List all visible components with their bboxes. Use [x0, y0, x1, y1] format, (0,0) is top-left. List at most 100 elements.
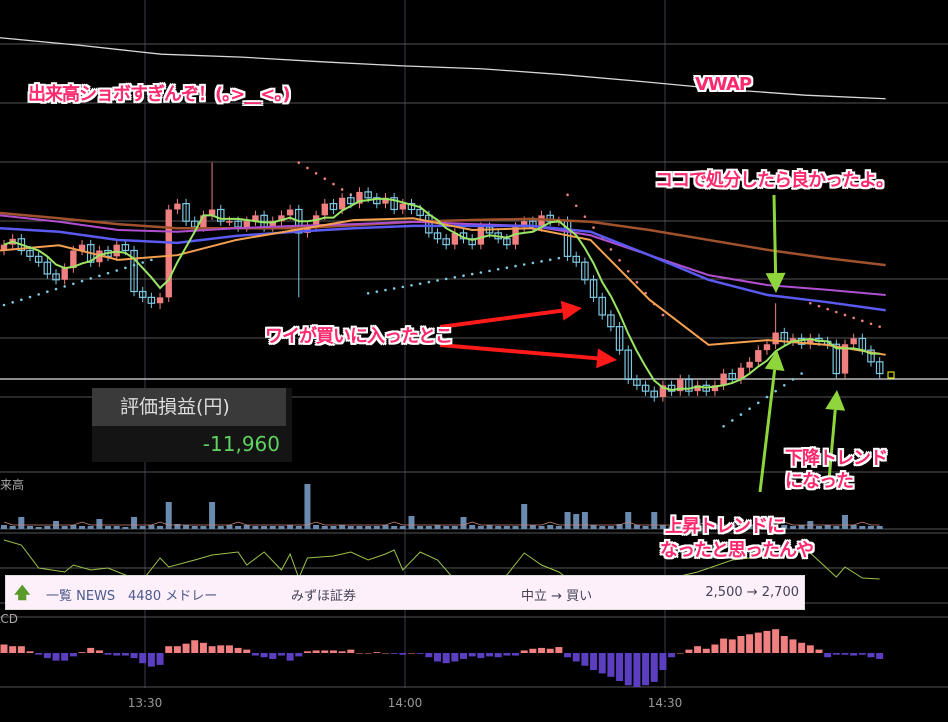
sar-dot — [444, 277, 448, 281]
sar-dot — [583, 215, 587, 218]
macd-bar — [165, 646, 173, 653]
sar-dot — [340, 188, 344, 191]
sar-dot — [774, 389, 777, 393]
macd-bar — [208, 646, 216, 653]
candle-body — [399, 203, 407, 210]
macd-bar — [546, 648, 554, 653]
volume-bar — [789, 526, 796, 529]
volume-bar — [139, 526, 146, 529]
news-category-link[interactable]: 一覧 NEWS — [46, 589, 116, 604]
news-bar[interactable]: 🡅 一覧 NEWS 4480 メドレー みずほ証券 中立 → 買い 2,500 … — [5, 575, 805, 610]
volume-bar — [737, 526, 744, 529]
volume-bar — [243, 525, 250, 529]
macd-bar — [824, 653, 832, 658]
sar-dot — [574, 204, 578, 208]
candle-body — [243, 221, 250, 228]
macd-bar — [113, 653, 121, 656]
candle-body — [789, 338, 797, 342]
sar-dot — [323, 177, 327, 181]
volume-bar — [434, 525, 441, 529]
candle-body — [52, 273, 60, 281]
volume-bar — [330, 526, 337, 529]
sar-dot — [453, 275, 457, 279]
macd-bar — [806, 645, 814, 653]
volume-bar — [35, 527, 42, 529]
time-tick-1400: 14:00 — [387, 696, 423, 710]
volume-bar — [772, 526, 779, 529]
candle-body — [70, 250, 77, 269]
candle-body — [382, 197, 389, 204]
macd-bar — [598, 653, 606, 674]
macd-bar — [538, 647, 546, 653]
candle-body — [581, 261, 589, 281]
macd-bar — [130, 653, 138, 659]
volume-bar — [720, 526, 727, 529]
news-stock-link[interactable]: 4480 メドレー — [128, 589, 218, 604]
macd-bar — [442, 653, 450, 664]
volume-bar — [408, 516, 415, 529]
candle-body — [589, 279, 598, 298]
candle-body — [208, 209, 216, 216]
candle-body — [521, 221, 528, 228]
volume-bar — [96, 519, 103, 529]
green-arrow-up-left-head-icon — [764, 350, 785, 372]
volume-bar — [668, 526, 675, 529]
macd-bar — [711, 644, 719, 653]
sar-dot — [306, 166, 309, 170]
macd-bar — [52, 653, 60, 661]
sar-dot — [2, 303, 6, 307]
volume-average-line — [3, 521, 880, 526]
sar-dot — [46, 290, 49, 294]
volume-bar — [235, 526, 242, 529]
volume-bar — [564, 512, 571, 529]
sar-dot — [540, 260, 543, 263]
volume-bar — [44, 526, 51, 529]
sar-dot — [89, 277, 92, 280]
volume-bar — [573, 514, 580, 529]
candle-body — [329, 203, 338, 211]
volume-bar — [607, 526, 614, 529]
volume-bar — [18, 517, 25, 529]
macd-bar — [590, 653, 598, 670]
macd-bar — [321, 650, 329, 653]
candle-body — [633, 378, 641, 386]
sar-dot — [366, 291, 370, 295]
volume-bar — [183, 525, 190, 529]
volume-bar — [200, 526, 207, 529]
candle-body — [746, 361, 753, 368]
volume-bar — [616, 524, 623, 529]
vwap-line — [0, 37, 886, 100]
macd-bar — [312, 650, 320, 653]
macd-bar — [858, 653, 866, 655]
macd-bar — [832, 653, 840, 655]
macd-bar — [399, 653, 407, 655]
annotation-volume-comment: 出来高ショボすぎんぞ！(｡>__<｡) — [28, 84, 291, 105]
macd-bar — [737, 636, 745, 653]
macd-bar — [850, 653, 858, 656]
volume-bar — [781, 525, 788, 529]
green-arrow-up-right-head-icon — [825, 390, 846, 411]
volume-bar — [711, 525, 718, 529]
candle-body — [433, 232, 442, 240]
candle-body — [477, 227, 485, 245]
volume-bar — [87, 526, 94, 529]
volume-bar — [261, 526, 268, 529]
candle-body — [694, 385, 701, 392]
volume-bar — [694, 519, 701, 529]
macd-bar — [685, 649, 693, 653]
candle-body — [61, 268, 68, 280]
candle-body — [138, 290, 147, 298]
up-arrow-icon: 🡅 — [14, 583, 31, 602]
candle-body — [416, 208, 424, 216]
volume-bar — [425, 526, 432, 529]
candle-body — [182, 203, 190, 222]
macd-bar — [772, 629, 780, 653]
candle-body — [841, 344, 849, 374]
sar-dot — [739, 413, 743, 416]
volume-bar — [850, 525, 857, 529]
volume-bar — [321, 526, 328, 529]
macd-bar — [581, 653, 589, 666]
news-broker: みずほ証券 — [291, 589, 357, 604]
sar-dot — [297, 161, 301, 164]
